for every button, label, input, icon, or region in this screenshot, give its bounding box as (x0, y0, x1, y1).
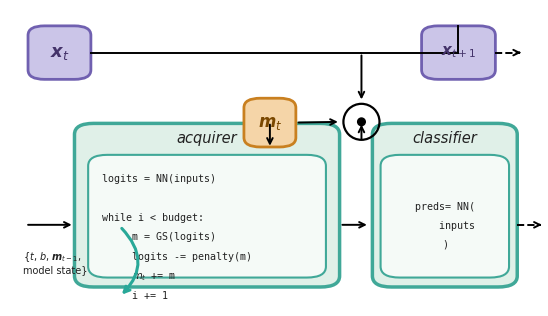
Text: $\boldsymbol{x}_t$: $\boldsymbol{x}_t$ (49, 44, 70, 62)
Text: m = GS(logits): m = GS(logits) (132, 232, 216, 242)
Text: logits -= penalty(m): logits -= penalty(m) (132, 252, 252, 262)
Text: inputs: inputs (415, 221, 475, 231)
Text: preds= NN(: preds= NN( (415, 202, 475, 212)
Text: ): ) (442, 240, 448, 250)
Ellipse shape (358, 118, 366, 126)
FancyBboxPatch shape (244, 98, 296, 147)
Text: while i < budget:: while i < budget: (102, 213, 204, 223)
Text: $\boldsymbol{x}_{t+1}$: $\boldsymbol{x}_{t+1}$ (441, 45, 476, 60)
FancyBboxPatch shape (28, 26, 91, 79)
FancyBboxPatch shape (88, 155, 326, 277)
FancyBboxPatch shape (75, 123, 340, 287)
FancyBboxPatch shape (381, 155, 509, 277)
Text: logits = NN(inputs): logits = NN(inputs) (102, 174, 216, 184)
Text: classifier: classifier (413, 131, 477, 146)
Text: $m_t$ += m: $m_t$ += m (132, 271, 176, 283)
Text: {$t$, $b$, $\boldsymbol{m}_{t-1}$,
model state}: {$t$, $b$, $\boldsymbol{m}_{t-1}$, model… (22, 250, 87, 276)
Text: $\boldsymbol{m}_t$: $\boldsymbol{m}_t$ (258, 114, 282, 131)
Text: i += 1: i += 1 (132, 291, 168, 301)
FancyBboxPatch shape (373, 123, 517, 287)
Text: acquirer: acquirer (176, 131, 237, 146)
FancyBboxPatch shape (421, 26, 495, 79)
